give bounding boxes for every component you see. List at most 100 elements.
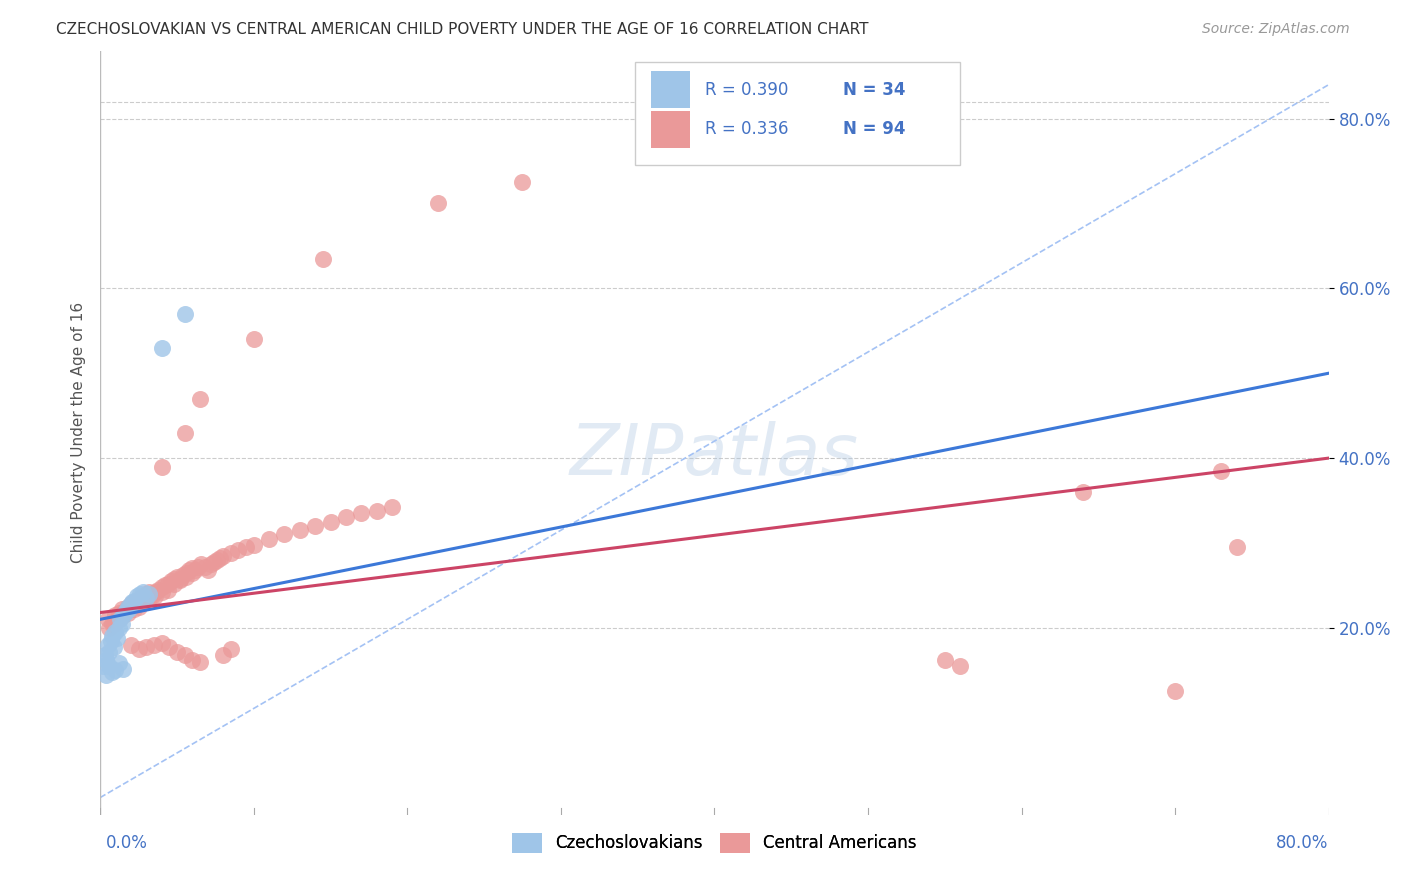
Point — [107, 621, 129, 635]
Point — [135, 587, 157, 601]
Point — [288, 523, 311, 537]
Point — [197, 563, 219, 577]
Text: CZECHOSLOVAKIAN VS CENTRAL AMERICAN CHILD POVERTY UNDER THE AGE OF 16 CORRELATIO: CZECHOSLOVAKIAN VS CENTRAL AMERICAN CHIL… — [56, 22, 869, 37]
Point — [98, 621, 121, 635]
Point — [138, 587, 160, 601]
Point — [1226, 540, 1249, 554]
Point — [128, 642, 150, 657]
Point — [122, 595, 145, 609]
Point — [219, 546, 242, 560]
Point — [174, 570, 197, 584]
Point — [179, 563, 201, 577]
Text: N = 94: N = 94 — [844, 120, 905, 138]
Point — [132, 595, 155, 609]
Point — [112, 608, 135, 623]
Point — [150, 585, 173, 599]
Point — [235, 540, 257, 554]
Point — [172, 568, 194, 582]
Point — [105, 631, 128, 645]
Point — [184, 563, 207, 577]
Point — [366, 504, 388, 518]
Point — [91, 659, 114, 673]
Point — [169, 574, 191, 588]
Point — [335, 510, 357, 524]
Y-axis label: Child Poverty Under the Age of 16: Child Poverty Under the Age of 16 — [72, 302, 86, 563]
Point — [104, 663, 127, 677]
Point — [150, 580, 173, 594]
Point — [138, 585, 160, 599]
Point — [200, 557, 222, 571]
Point — [312, 252, 335, 266]
Point — [163, 572, 186, 586]
Point — [97, 612, 120, 626]
Point — [173, 425, 195, 440]
Point — [242, 538, 264, 552]
Point — [188, 392, 211, 406]
Point — [319, 515, 342, 529]
FancyBboxPatch shape — [651, 71, 690, 108]
Point — [132, 589, 155, 603]
Point — [150, 341, 173, 355]
Text: N = 34: N = 34 — [844, 80, 905, 99]
Point — [163, 576, 186, 591]
Point — [228, 542, 250, 557]
Point — [114, 604, 136, 618]
Text: Source: ZipAtlas.com: Source: ZipAtlas.com — [1202, 22, 1350, 37]
Point — [174, 566, 197, 580]
Point — [141, 589, 163, 603]
Point — [122, 602, 145, 616]
Text: 80.0%: 80.0% — [1277, 834, 1329, 852]
Point — [129, 587, 152, 601]
Point — [181, 653, 204, 667]
Point — [173, 307, 195, 321]
Text: ZIPatlas: ZIPatlas — [569, 421, 859, 490]
Point — [1164, 684, 1187, 698]
Point — [193, 559, 215, 574]
Point — [381, 500, 404, 515]
Point — [96, 667, 118, 681]
Point — [125, 593, 148, 607]
Point — [156, 576, 179, 591]
Point — [145, 585, 167, 599]
Point — [949, 659, 972, 673]
Point — [97, 638, 120, 652]
Point — [181, 566, 204, 580]
Point — [212, 549, 235, 563]
Point — [173, 648, 195, 662]
Text: 0.0%: 0.0% — [105, 834, 148, 852]
Point — [157, 640, 180, 654]
Point — [120, 638, 142, 652]
Point — [145, 589, 167, 603]
Point — [101, 616, 124, 631]
Point — [219, 642, 242, 657]
Point — [117, 606, 139, 620]
Point — [187, 559, 209, 574]
Point — [169, 572, 191, 586]
Point — [129, 591, 152, 606]
Point — [135, 591, 157, 606]
Point — [166, 644, 188, 658]
Point — [1211, 464, 1233, 478]
Point — [117, 599, 139, 614]
Point — [111, 616, 134, 631]
Point — [142, 638, 165, 652]
Point — [118, 602, 141, 616]
Point — [205, 553, 228, 567]
Point — [100, 633, 122, 648]
Point — [304, 519, 326, 533]
Point — [112, 662, 135, 676]
Point — [103, 640, 125, 654]
Point — [107, 606, 129, 620]
FancyBboxPatch shape — [634, 62, 960, 165]
Point — [98, 644, 121, 658]
Point — [117, 599, 139, 614]
Point — [128, 599, 150, 614]
Point — [159, 574, 181, 589]
Point — [107, 612, 129, 626]
Point — [138, 591, 160, 606]
Point — [125, 589, 148, 603]
Point — [212, 648, 235, 662]
Text: R = 0.390: R = 0.390 — [704, 80, 787, 99]
Point — [93, 648, 115, 662]
Point — [107, 657, 129, 671]
